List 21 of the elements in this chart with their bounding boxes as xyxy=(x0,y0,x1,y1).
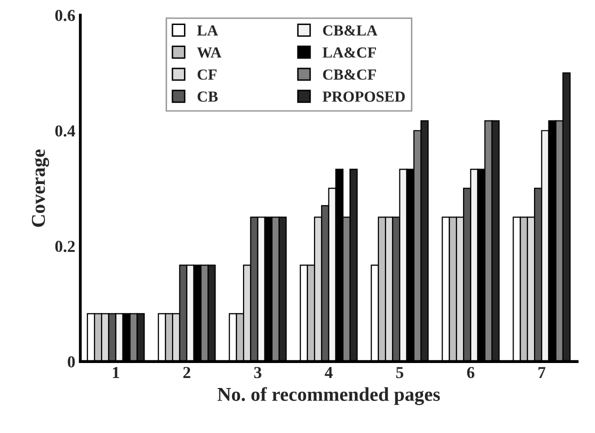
y-tick-label: 0 xyxy=(68,356,75,368)
legend-label: LA&CF xyxy=(322,47,376,58)
legend-label: PROPOSED xyxy=(322,91,405,102)
y-tick-label: 0.6 xyxy=(55,10,75,22)
x-tick-label: 4 xyxy=(324,367,333,378)
y-axis-title: Coverage xyxy=(32,149,50,227)
legend-label: CB&LA xyxy=(323,25,378,36)
legend-label: CB&CF xyxy=(323,69,376,80)
y-tick-label: 0.4 xyxy=(55,125,76,137)
legend-label: CB xyxy=(198,91,218,102)
legend-label: CF xyxy=(198,69,217,80)
y-tick-label: 0.2 xyxy=(55,240,75,252)
x-tick-label: 5 xyxy=(396,367,404,378)
legend-label: LA xyxy=(197,25,218,36)
x-tick-label: 6 xyxy=(467,366,474,378)
x-tick-label: 7 xyxy=(538,367,546,378)
x-tick-label: 2 xyxy=(183,366,190,378)
x-tick-label: 1 xyxy=(112,366,120,378)
x-tick-label: 3 xyxy=(254,366,262,378)
legend-label: WA xyxy=(197,47,222,58)
x-axis-title: No. of recommended pages xyxy=(217,387,440,406)
